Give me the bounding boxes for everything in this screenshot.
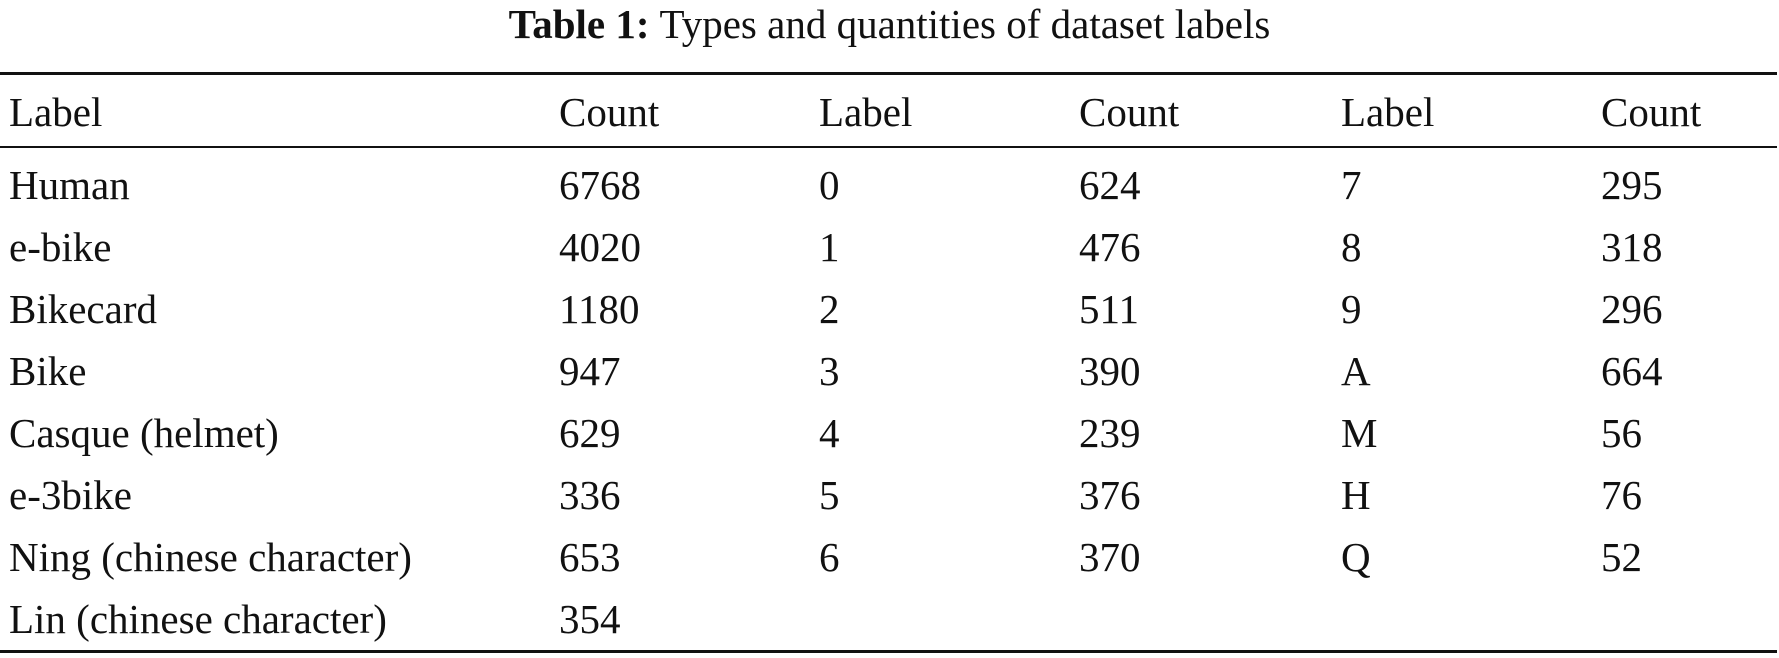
label-cell: 6 [819, 534, 840, 580]
label-cell: 4 [819, 410, 840, 456]
top-rule [0, 72, 1777, 75]
count-cell: 6768 [559, 162, 641, 208]
label-cell: A [1341, 348, 1371, 394]
bottom-rule [0, 650, 1777, 653]
count-cell: 390 [1079, 348, 1141, 394]
count-cell: 511 [1079, 286, 1139, 332]
header-cell: Count [559, 89, 660, 135]
label-cell: 5 [819, 472, 840, 518]
label-cell: Ning (chinese character) [9, 534, 412, 580]
count-cell: 370 [1079, 534, 1141, 580]
count-cell: 239 [1079, 410, 1141, 456]
label-cell: Human [9, 162, 130, 208]
count-cell: 4020 [559, 224, 641, 270]
header-cell: Label [9, 89, 103, 135]
label-cell: Casque (helmet) [9, 410, 279, 456]
count-cell: 653 [559, 534, 621, 580]
count-cell: 76 [1601, 472, 1642, 518]
table-caption: Table 1: Types and quantities of dataset … [0, 2, 1779, 46]
label-cell: M [1341, 410, 1378, 456]
count-cell: 664 [1601, 348, 1663, 394]
header-cell: Label [1341, 89, 1435, 135]
count-cell: 476 [1079, 224, 1141, 270]
label-cell: e-3bike [9, 472, 132, 518]
label-cell: 0 [819, 162, 840, 208]
label-cell: H [1341, 472, 1371, 518]
header-cell: Count [1079, 89, 1180, 135]
count-cell: 376 [1079, 472, 1141, 518]
label-cell: e-bike [9, 224, 112, 270]
caption-label: Table 1: [508, 1, 650, 47]
label-cell: Bikecard [9, 286, 157, 332]
header-rule [0, 146, 1777, 148]
count-cell: 295 [1601, 162, 1663, 208]
label-cell: Lin (chinese character) [9, 596, 387, 642]
count-cell: 296 [1601, 286, 1663, 332]
count-cell: 336 [559, 472, 621, 518]
label-cell: 7 [1341, 162, 1362, 208]
header-cell: Count [1601, 89, 1702, 135]
label-cell: 2 [819, 286, 840, 332]
label-cell: 1 [819, 224, 840, 270]
count-cell: 947 [559, 348, 621, 394]
label-cell: 8 [1341, 224, 1362, 270]
count-cell: 56 [1601, 410, 1642, 456]
count-cell: 318 [1601, 224, 1663, 270]
label-cell: Bike [9, 348, 87, 394]
label-cell: 3 [819, 348, 840, 394]
caption-text: Types and quantities of dataset labels [659, 1, 1271, 47]
count-cell: 624 [1079, 162, 1141, 208]
count-cell: 629 [559, 410, 621, 456]
count-cell: 52 [1601, 534, 1642, 580]
label-cell: 9 [1341, 286, 1362, 332]
label-cell: Q [1341, 534, 1371, 580]
count-cell: 1180 [559, 286, 640, 332]
header-cell: Label [819, 89, 913, 135]
count-cell: 354 [559, 596, 621, 642]
